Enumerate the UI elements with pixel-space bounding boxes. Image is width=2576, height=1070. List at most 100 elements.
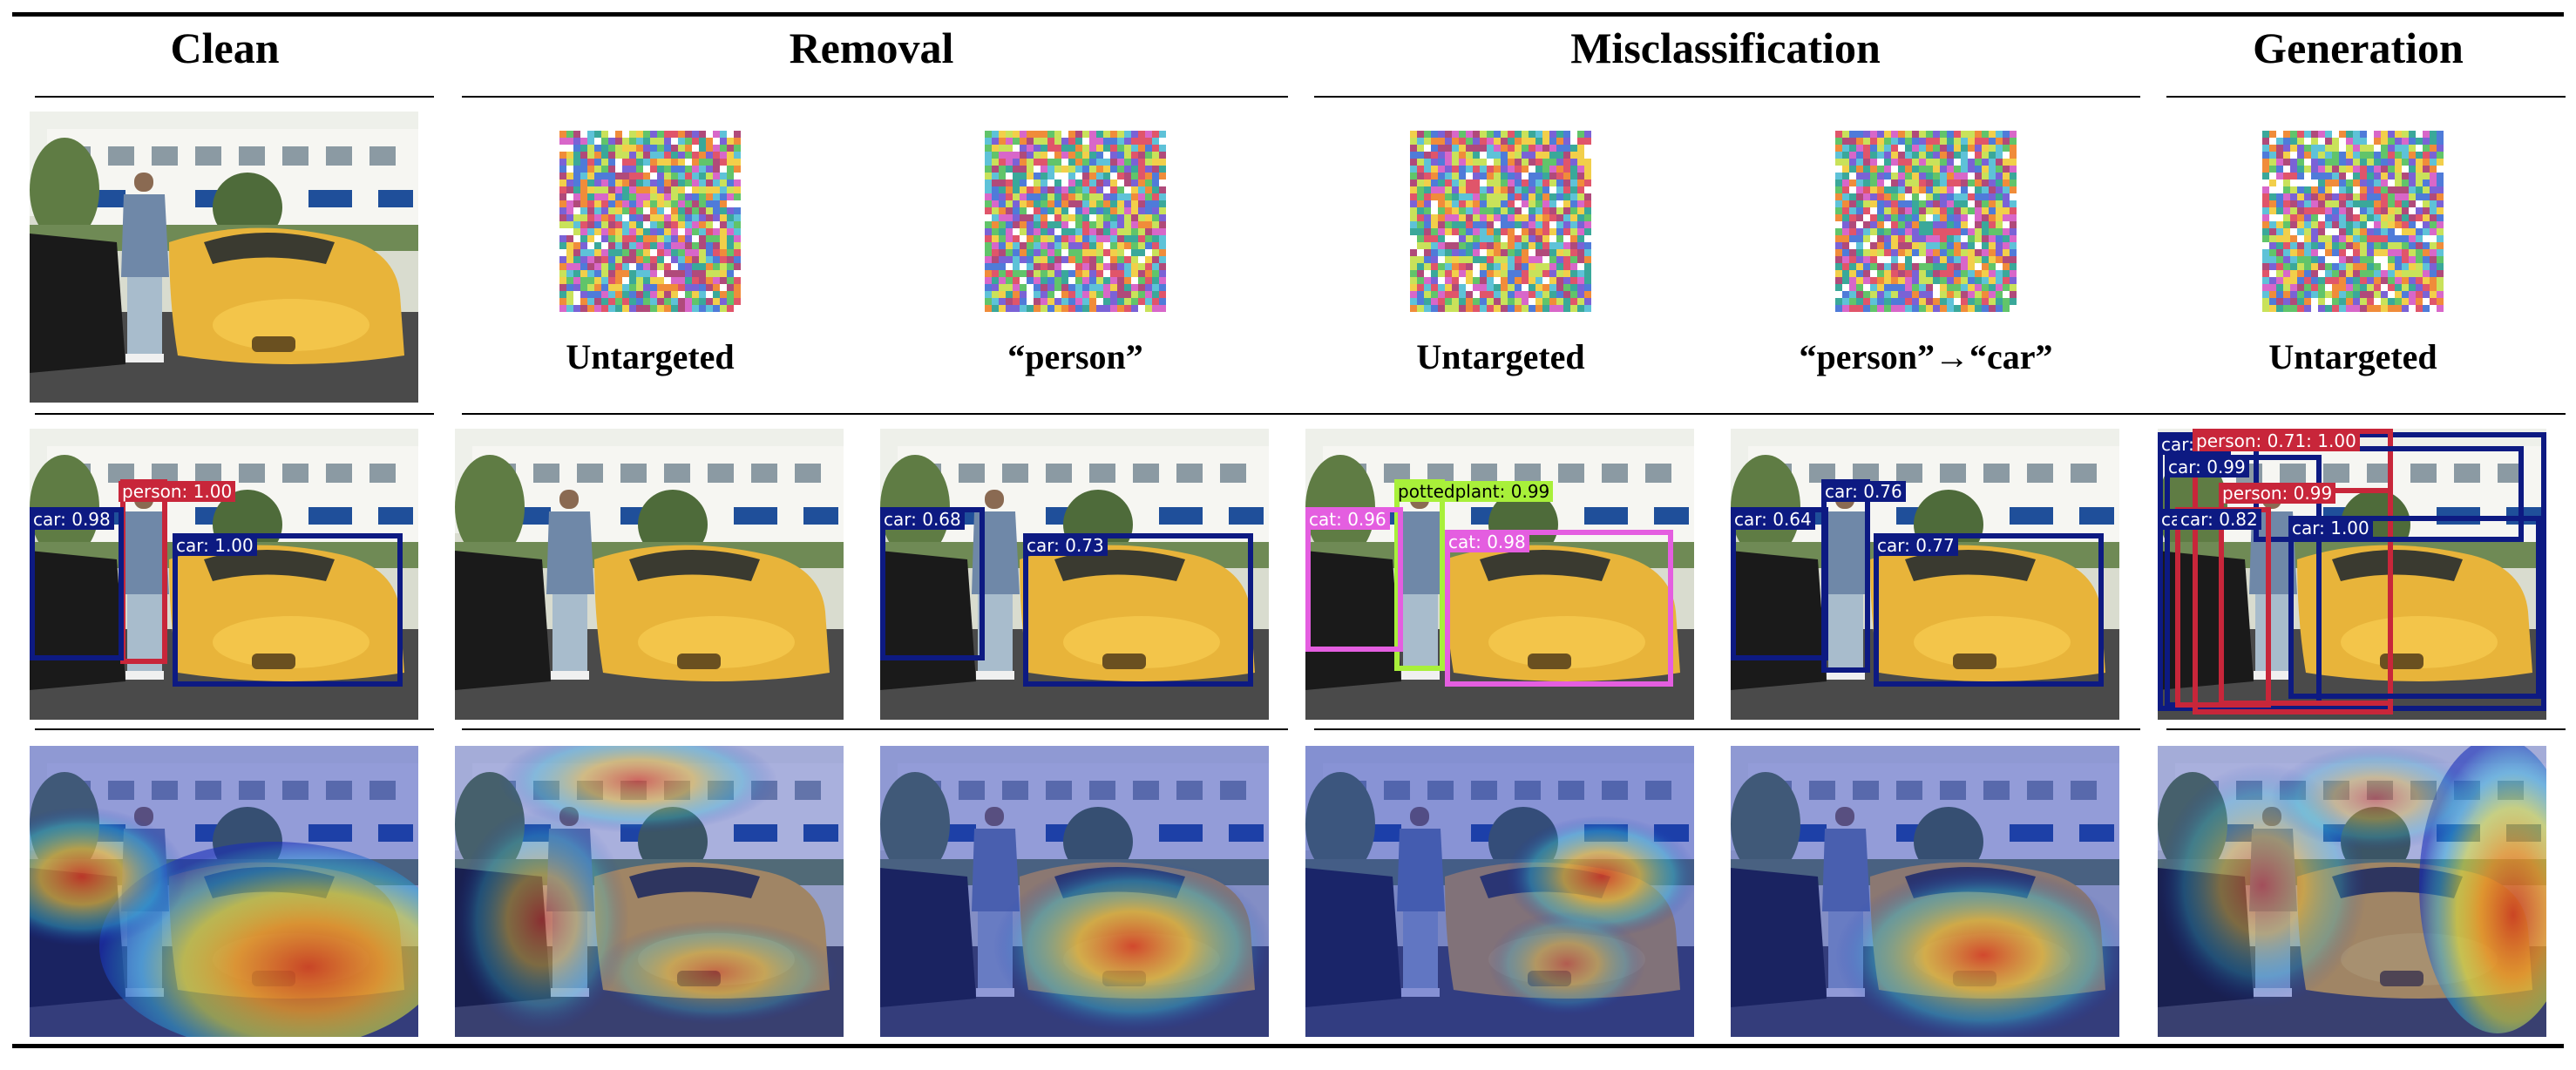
patch-cell xyxy=(1131,235,1139,243)
patch-cell xyxy=(1494,145,1502,152)
patch-cell xyxy=(2003,145,2010,152)
patch-cell xyxy=(2437,207,2444,215)
patch-cell xyxy=(727,256,735,264)
patch-cell xyxy=(1089,152,1097,159)
patch-cell xyxy=(1159,193,1166,201)
patch-cell xyxy=(1089,159,1097,166)
patch-cell xyxy=(1968,179,1976,187)
patch-cell xyxy=(2290,214,2298,222)
patch-cell xyxy=(1954,145,1962,152)
patch-cell xyxy=(1501,249,1508,257)
patch-cell xyxy=(1459,179,1467,187)
patch-cell xyxy=(1961,249,1969,257)
patch-cell xyxy=(1549,207,1557,215)
patch-cell xyxy=(1891,145,1899,152)
patch-cell xyxy=(594,166,602,173)
patch-cell xyxy=(727,249,735,257)
patch-cell xyxy=(2409,263,2417,271)
patch-cell xyxy=(699,298,707,306)
patch-cell xyxy=(2437,152,2444,159)
patch-cell xyxy=(1459,173,1467,180)
patch-cell xyxy=(566,256,574,264)
patch-cell xyxy=(1570,228,1578,236)
patch-cell xyxy=(1459,138,1467,146)
patch-cell xyxy=(2269,249,2277,257)
patch-cell xyxy=(2381,221,2389,229)
patch-cell xyxy=(636,207,644,215)
patch-cell xyxy=(1891,166,1899,173)
patch-cell xyxy=(2339,249,2347,257)
patch-cell xyxy=(1494,186,1502,194)
patch-cell xyxy=(1989,200,1996,208)
patch-cell xyxy=(720,186,728,194)
patch-cell xyxy=(692,173,700,180)
patch-cell xyxy=(2402,138,2410,146)
patch-cell xyxy=(1452,228,1460,236)
patch-cell xyxy=(1835,235,1843,243)
patch-cell xyxy=(1870,291,1878,299)
patch-cell xyxy=(678,214,686,222)
patch-cell xyxy=(1933,207,1941,215)
patch-cell xyxy=(643,277,651,285)
patch-cell xyxy=(2290,138,2298,146)
patch-cell xyxy=(1061,235,1069,243)
patch-cell xyxy=(1082,277,1090,285)
patch-cell xyxy=(685,214,693,222)
patch-cell xyxy=(1954,256,1962,264)
patch-cell xyxy=(1529,173,1536,180)
patch-cell xyxy=(1856,249,1864,257)
patch-cell xyxy=(2269,173,2277,180)
patch-cell xyxy=(643,159,651,166)
patch-cell xyxy=(706,277,714,285)
patch-cell xyxy=(1013,235,1020,243)
patch-cell xyxy=(2297,193,2305,201)
patch-cell xyxy=(1912,173,1920,180)
patch-cell xyxy=(713,284,721,292)
patch-cell xyxy=(1082,214,1090,222)
patch-cell xyxy=(1145,200,1153,208)
patch-cell xyxy=(1131,179,1139,187)
patch-cell xyxy=(615,284,623,292)
patch-cell xyxy=(1961,179,1969,187)
patch-cell xyxy=(1982,145,1990,152)
patch-cell xyxy=(1075,249,1083,257)
patch-cell xyxy=(692,221,700,229)
patch-cell xyxy=(657,235,665,243)
patch-cell xyxy=(2290,145,2298,152)
patch-cell xyxy=(2367,256,2375,264)
patch-cell xyxy=(2332,138,2340,146)
patch-cell xyxy=(1954,179,1962,187)
patch-cell xyxy=(1563,152,1571,159)
patch-cell xyxy=(1041,152,1048,159)
patch-cell xyxy=(1996,173,2003,180)
patch-cell xyxy=(1041,179,1048,187)
patch-cell xyxy=(1041,263,1048,271)
patch-cell xyxy=(2346,145,2354,152)
patch-cell xyxy=(1989,207,1996,215)
patch-cell xyxy=(720,291,728,299)
patch-cell xyxy=(2360,214,2368,222)
patch-cell xyxy=(1006,173,1013,180)
patch-cell xyxy=(636,249,644,257)
patch-cell xyxy=(692,207,700,215)
patch-cell xyxy=(2318,256,2326,264)
patch-cell xyxy=(2395,159,2403,166)
patch-cell xyxy=(706,200,714,208)
patch-cell xyxy=(657,305,665,312)
patch-cell xyxy=(685,179,693,187)
patch-cell xyxy=(1856,193,1864,201)
patch-cell xyxy=(1870,207,1878,215)
patch-cell xyxy=(685,145,693,152)
patch-cell xyxy=(1926,256,1934,264)
patch-cell xyxy=(2360,270,2368,278)
patch-cell xyxy=(1961,193,1969,201)
patch-cell xyxy=(1473,263,1481,271)
patch-cell xyxy=(2381,200,2389,208)
patch-cell xyxy=(2430,152,2437,159)
patch-cell xyxy=(2276,270,2284,278)
patch-cell xyxy=(699,131,707,139)
patch-cell xyxy=(1103,228,1111,236)
patch-cell xyxy=(1940,193,1948,201)
patch-cell xyxy=(1006,200,1013,208)
patch-cell xyxy=(992,263,1000,271)
